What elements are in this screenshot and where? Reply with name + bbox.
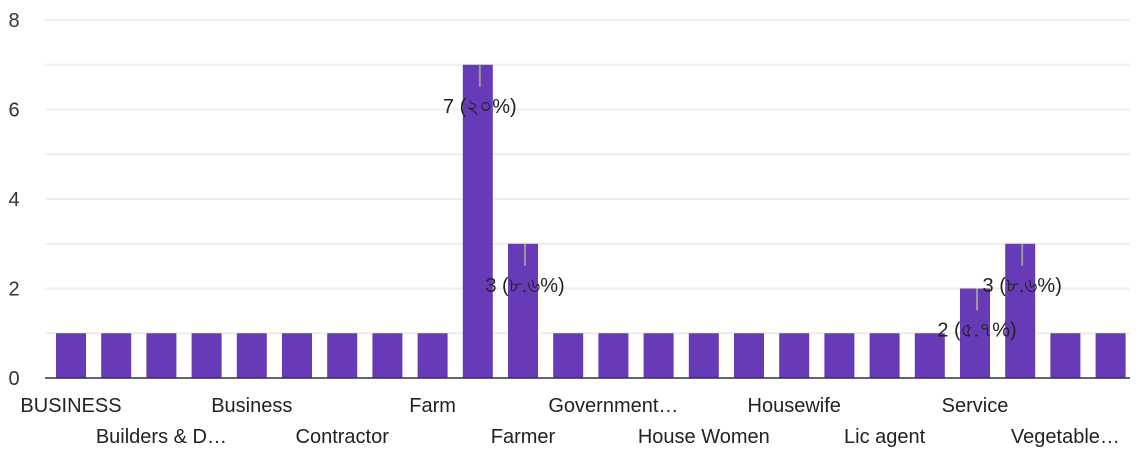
x-category-label: Service — [942, 395, 1009, 417]
y-tick-label: 6 — [8, 100, 19, 122]
data-label: 3 (৮.৬%) — [983, 275, 1062, 297]
bar[interactable] — [960, 288, 990, 379]
x-category-label: Lic agent — [844, 426, 926, 448]
bar[interactable] — [1005, 243, 1036, 378]
data-label: 3 (৮.৬%) — [485, 275, 564, 297]
x-category-label: BUSINESS — [20, 395, 121, 417]
x-category-label: Vegetable… — [1011, 426, 1120, 448]
bar[interactable] — [146, 333, 177, 378]
bar[interactable] — [417, 333, 448, 378]
y-tick-label: 8 — [8, 10, 19, 32]
y-tick-label: 2 — [8, 279, 19, 301]
data-label: 7 (২০%) — [443, 96, 517, 118]
x-category-label: Builders & D… — [96, 426, 227, 448]
data-labels: 7 (২০%) 3 (৮.৬%) 2 (৫.৭%) 3 (৮.৬%) — [443, 64, 1062, 342]
bar[interactable] — [914, 333, 945, 378]
x-category-label: Government… — [548, 395, 678, 417]
x-category-label: Business — [211, 395, 292, 417]
x-category-label: Housewife — [748, 395, 841, 417]
bar[interactable] — [282, 333, 312, 378]
x-category-label: Farmer — [491, 426, 556, 448]
bar[interactable] — [327, 333, 358, 378]
bar[interactable] — [553, 333, 584, 378]
y-tick-label: 0 — [8, 368, 19, 390]
bar[interactable] — [1095, 333, 1126, 378]
bar[interactable] — [508, 243, 538, 378]
bar[interactable] — [824, 333, 855, 378]
bar[interactable] — [598, 333, 629, 378]
bar[interactable] — [869, 333, 900, 378]
bar[interactable] — [643, 333, 674, 378]
y-tick-label: 4 — [8, 189, 19, 211]
bar[interactable] — [462, 64, 493, 378]
bars — [56, 64, 1126, 379]
bar[interactable] — [779, 333, 810, 378]
bar[interactable] — [688, 333, 719, 378]
data-label: 2 (৫.৭%) — [937, 320, 1016, 342]
x-category-label: Farm — [409, 395, 456, 417]
bar[interactable] — [1050, 333, 1081, 378]
bar[interactable] — [372, 333, 403, 378]
gridlines — [45, 19, 1130, 335]
y-axis-ticks: 0 2 4 6 8 — [8, 10, 19, 390]
bar[interactable] — [101, 333, 132, 378]
bar[interactable] — [56, 333, 86, 378]
bar[interactable] — [734, 333, 764, 378]
x-category-label: Contractor — [296, 426, 390, 448]
bar[interactable] — [191, 333, 222, 378]
bar[interactable] — [236, 333, 267, 378]
x-category-label: House Women — [638, 426, 770, 448]
